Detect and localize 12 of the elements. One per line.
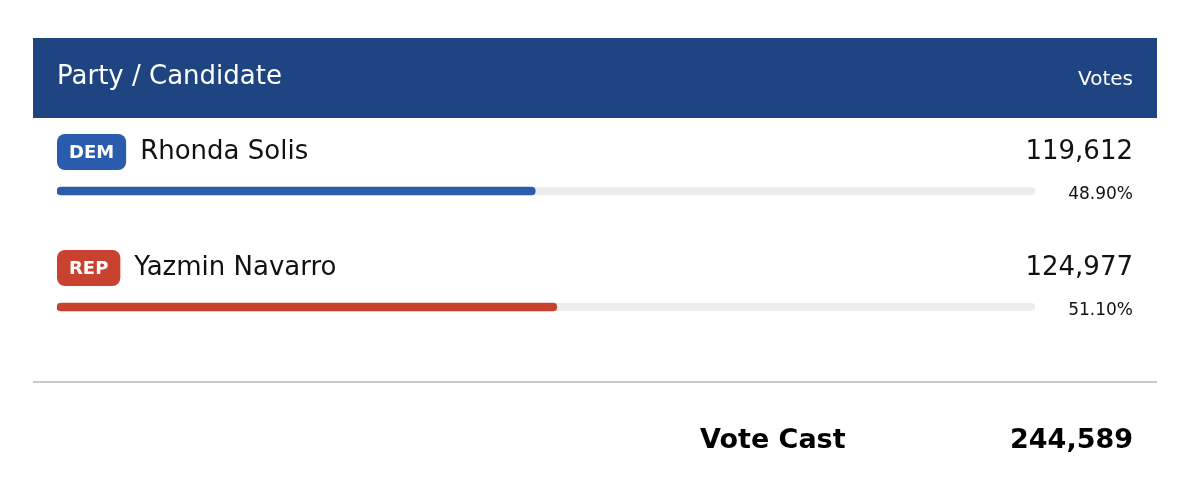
annotation: DEM [69, 140, 115, 162]
text: 244,589 [1010, 423, 1133, 455]
data-label: 48.90% [1068, 183, 1133, 204]
text: Vote Cast [700, 423, 846, 455]
annotation: REP [69, 256, 109, 278]
x-axis-title: Votes [1078, 66, 1133, 90]
y-tick-label: Yazmin Navarro [133, 250, 337, 281]
y-tick-label: Rhonda Solis [140, 134, 309, 165]
y-axis-title: Party / Candidate [57, 60, 282, 90]
annotation: 124,977 [1025, 250, 1133, 281]
data-label: 51.10% [1068, 299, 1133, 320]
annotation: 119,612 [1025, 134, 1133, 165]
